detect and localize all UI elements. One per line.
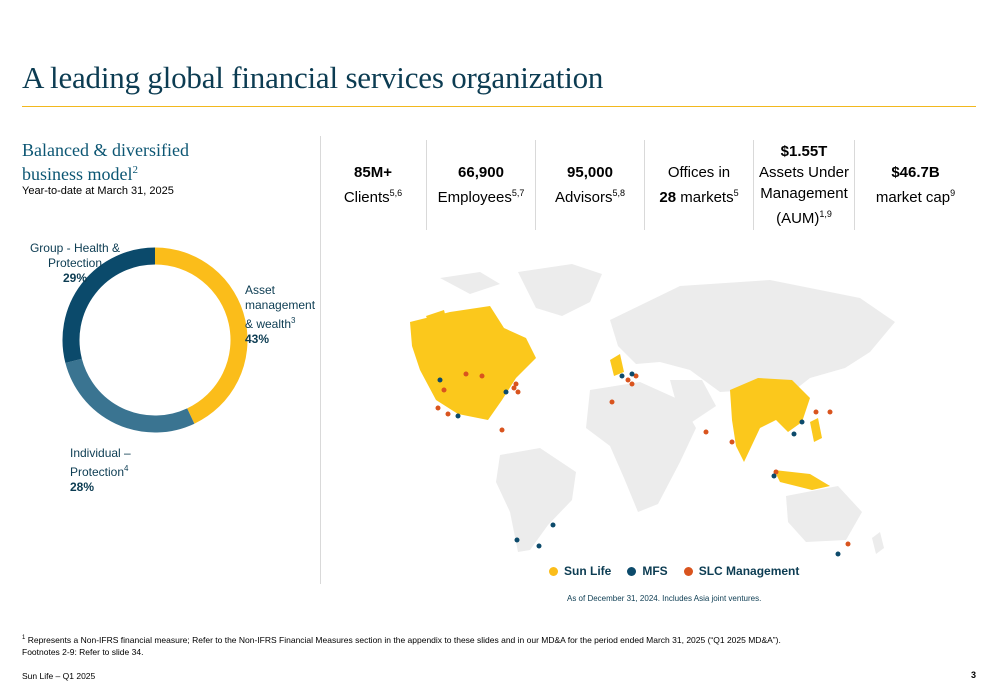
key-stats: 85M+ Clients5,6 66,900 Employees5,7 95,0… (320, 140, 976, 230)
legend-mfs: MFS (627, 564, 668, 578)
page-title: A leading global financial services orga… (22, 60, 604, 95)
business-mix-donut-chart (62, 247, 248, 433)
heading-line1: Balanced & diversified (22, 140, 189, 160)
title-divider (22, 106, 976, 107)
label-asset-management: Asset management & wealth3 43% (245, 283, 316, 346)
donut-slice-0 (154, 247, 248, 424)
legend-mfs-dot (627, 566, 637, 576)
office-dots (435, 371, 851, 557)
heading-sup: 2 (132, 164, 139, 176)
heading-line2: business model (22, 164, 133, 184)
business-model-subtitle: Year-to-date at March 31, 2025 (22, 185, 174, 197)
label-group-health: Group - Health & Protection 29% (25, 241, 125, 286)
page-number: 3 (970, 670, 976, 680)
sun-life-presence (410, 306, 830, 490)
footnotes: 1 Represents a Non-IFRS financial measur… (22, 634, 781, 657)
label-individual-protection: Individual – Protection4 28% (70, 446, 131, 494)
stat-market-cap: $46.7B market cap9 (875, 164, 956, 206)
legend-slc: SLC Management (683, 564, 799, 578)
stat-employees: 66,900 Employees5,7 (437, 164, 525, 206)
business-model-heading: Balanced & diversified business model2 (22, 140, 242, 184)
stat-offices: Offices in 28 markets5 (659, 164, 739, 206)
pct-group-health: 29% (62, 271, 88, 285)
footnote-1: Represents a Non-IFRS financial measure;… (25, 634, 781, 645)
pct-individual-protection: 28% (70, 480, 95, 494)
pct-asset-management: 43% (245, 332, 270, 346)
footer-label: Sun Life – Q1 2025 (22, 671, 96, 681)
footnote-2: Footnotes 2-9: Refer to slide 34. (22, 646, 144, 657)
legend-slc-dot (683, 566, 693, 576)
stat-clients: 85M+ Clients5,6 (343, 164, 403, 206)
stat-advisors: 95,000 Advisors5,8 (554, 164, 626, 206)
legend-sun-life-dot (549, 566, 558, 576)
vertical-divider (320, 136, 321, 584)
world-land (440, 264, 895, 554)
donut-slice-1 (65, 358, 195, 433)
legend-sun-life: Sun Life (549, 564, 611, 578)
map-legend: Sun Life MFS SLC Management (549, 564, 799, 578)
donut-slice-2 (62, 247, 156, 363)
world-map (410, 264, 895, 557)
stat-aum: $1.55T Assets Under Management (AUM)1,9 (758, 143, 850, 227)
map-note: As of December 31, 2024. Includes Asia j… (567, 594, 762, 603)
